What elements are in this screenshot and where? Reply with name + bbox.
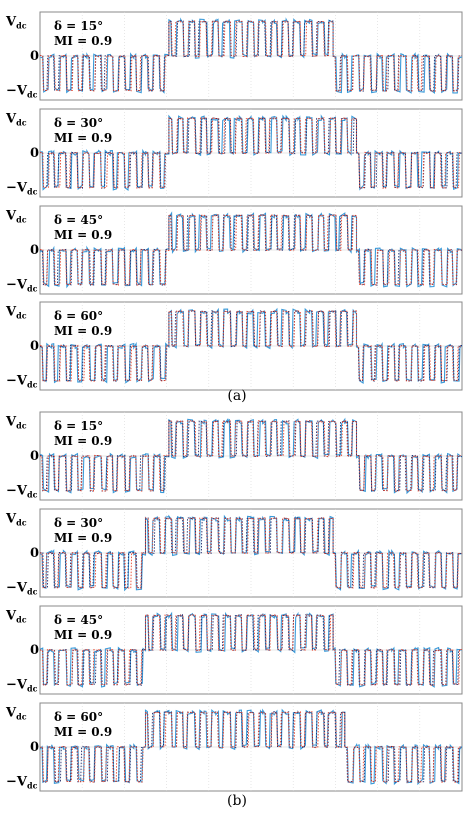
ytick-neg-vdc: −Vdc — [6, 678, 38, 694]
annotation-delta: δ = 30° — [54, 116, 103, 130]
ytick-subscript: dc — [16, 117, 27, 127]
ytick-vdc: Vdc — [5, 705, 27, 721]
annotation-delta: δ = 45° — [54, 213, 103, 227]
ytick-subscript: dc — [16, 310, 27, 320]
waveform-panel: Vdc 0 −Vdc δ = 15°MI = 0.9 — [5, 11, 463, 101]
ytick-subscript: dc — [16, 711, 27, 721]
waveform-panel: Vdc 0 −Vdc δ = 30°MI = 0.9 — [5, 508, 463, 598]
series-line — [39, 20, 463, 92]
ytick-subscript: dc — [27, 781, 38, 791]
ytick-subscript: dc — [27, 684, 38, 694]
waveform-panel: Vdc 0 −Vdc δ = 45°MI = 0.9 — [5, 605, 463, 695]
ytick-zero: 0 — [30, 546, 39, 561]
ytick-zero: 0 — [30, 339, 39, 354]
ytick-subscript: dc — [27, 380, 38, 390]
ytick-vdc: Vdc — [5, 608, 27, 624]
annotation-mi: MI = 0.9 — [54, 628, 112, 642]
ytick-subscript: dc — [27, 284, 38, 294]
ytick-zero: 0 — [30, 49, 39, 64]
ytick-neg-vdc: −Vdc — [6, 484, 38, 500]
caption-b: (b) — [227, 793, 247, 809]
annotation-mi: MI = 0.9 — [54, 228, 112, 242]
series-line — [40, 420, 463, 492]
series-line — [39, 117, 463, 189]
ytick-subscript: dc — [27, 490, 38, 500]
ytick-neg-vdc: −Vdc — [6, 581, 38, 597]
ytick-neg-vdc: −Vdc — [6, 278, 38, 294]
ytick-vdc: Vdc — [5, 304, 27, 320]
ytick-subscript: dc — [16, 214, 27, 224]
series-line — [39, 20, 463, 92]
annotation-delta: δ = 15° — [54, 419, 103, 433]
ytick-vdc: Vdc — [5, 414, 27, 430]
waveform-panel: Vdc 0 −Vdc δ = 60°MI = 0.9 — [5, 702, 463, 792]
ytick-subscript: dc — [27, 587, 38, 597]
annotation-mi: MI = 0.9 — [54, 434, 112, 448]
waveform-panel: Vdc 0 −Vdc δ = 15°MI = 0.9 — [5, 411, 463, 501]
series-line — [39, 114, 463, 191]
waveform-panel: Vdc 0 −Vdc δ = 30°MI = 0.9 — [5, 108, 463, 198]
ytick-neg-vdc: −Vdc — [6, 181, 38, 197]
series-line — [40, 310, 463, 382]
annotation-delta: δ = 60° — [54, 309, 103, 323]
ytick-zero: 0 — [30, 740, 39, 755]
series-line — [39, 613, 463, 686]
ytick-zero: 0 — [30, 146, 39, 161]
ytick-vdc: Vdc — [5, 511, 27, 527]
annotation-delta: δ = 60° — [54, 710, 103, 724]
annotation-mi: MI = 0.9 — [54, 324, 112, 338]
ytick-subscript: dc — [16, 20, 27, 30]
ytick-neg-vdc: −Vdc — [6, 84, 38, 100]
ytick-zero: 0 — [30, 643, 39, 658]
waveform-panel: Vdc 0 −Vdc δ = 45°MI = 0.9 — [5, 205, 463, 295]
annotation-mi: MI = 0.9 — [54, 131, 112, 145]
ytick-subscript: dc — [16, 420, 27, 430]
annotation-delta: δ = 45° — [54, 613, 103, 627]
annotation-mi: MI = 0.9 — [54, 34, 112, 48]
ytick-vdc: Vdc — [5, 111, 27, 127]
annotation-delta: δ = 30° — [54, 516, 103, 530]
series-line — [39, 614, 463, 686]
annotation-mi: MI = 0.9 — [54, 531, 112, 545]
annotation-delta: δ = 15° — [54, 19, 103, 33]
caption-a: (a) — [227, 388, 247, 404]
series-line — [39, 214, 463, 286]
ytick-subscript: dc — [27, 187, 38, 197]
ytick-vdc: Vdc — [5, 14, 27, 30]
series-line — [39, 711, 463, 783]
ytick-neg-vdc: −Vdc — [6, 775, 38, 791]
ytick-subscript: dc — [27, 90, 38, 100]
ytick-subscript: dc — [16, 517, 27, 527]
ytick-zero: 0 — [30, 449, 39, 464]
ytick-zero: 0 — [30, 243, 39, 258]
ytick-subscript: dc — [16, 614, 27, 624]
annotation-mi: MI = 0.9 — [54, 725, 112, 739]
series-line — [39, 517, 463, 589]
ytick-vdc: Vdc — [5, 208, 27, 224]
